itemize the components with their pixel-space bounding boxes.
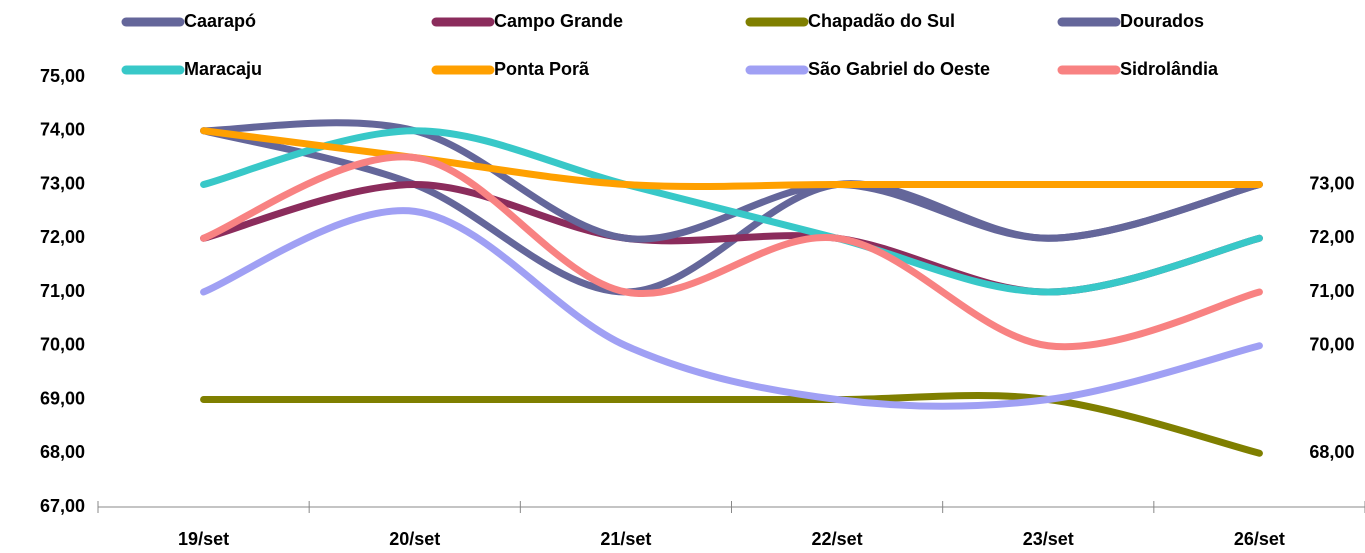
x-tick-label: 19/set — [178, 529, 229, 549]
legend-label: Ponta Porã — [494, 59, 590, 79]
y-tick-label: 72,00 — [40, 227, 85, 247]
y-tick-label: 67,00 — [40, 496, 85, 516]
x-tick-label: 20/set — [389, 529, 440, 549]
y-tick-label: 75,00 — [40, 66, 85, 86]
data-label: 68,00 — [1309, 442, 1354, 462]
y-tick-label: 68,00 — [40, 442, 85, 462]
data-label: 72,00 — [1309, 227, 1354, 247]
legend-label: Sidrolândia — [1120, 59, 1219, 79]
y-tick-label: 70,00 — [40, 335, 85, 355]
y-tick-label: 74,00 — [40, 120, 85, 140]
y-tick-label: 73,00 — [40, 173, 85, 193]
series-line — [200, 127, 1263, 190]
x-tick-label: 22/set — [812, 529, 863, 549]
legend-label: Chapadão do Sul — [808, 11, 955, 31]
series-line — [200, 392, 1263, 457]
legend-label: São Gabriel do Oeste — [808, 59, 990, 79]
legend-label: Maracaju — [184, 59, 262, 79]
legend-label: Caarapó — [184, 11, 256, 31]
series-line — [200, 181, 1263, 296]
legend-label: Dourados — [1120, 11, 1204, 31]
x-tick-label: 23/set — [1023, 529, 1074, 549]
series-line — [200, 127, 1263, 296]
series-line — [200, 207, 1263, 410]
data-label: 73,00 — [1309, 173, 1354, 193]
data-label: 71,00 — [1309, 281, 1354, 301]
legend-label: Campo Grande — [494, 11, 623, 31]
data-label: 70,00 — [1309, 335, 1354, 355]
x-tick-label: 21/set — [600, 529, 651, 549]
y-tick-label: 69,00 — [40, 388, 85, 408]
x-tick-label: 26/set — [1234, 529, 1285, 549]
y-tick-label: 71,00 — [40, 281, 85, 301]
series-line — [200, 153, 1263, 351]
